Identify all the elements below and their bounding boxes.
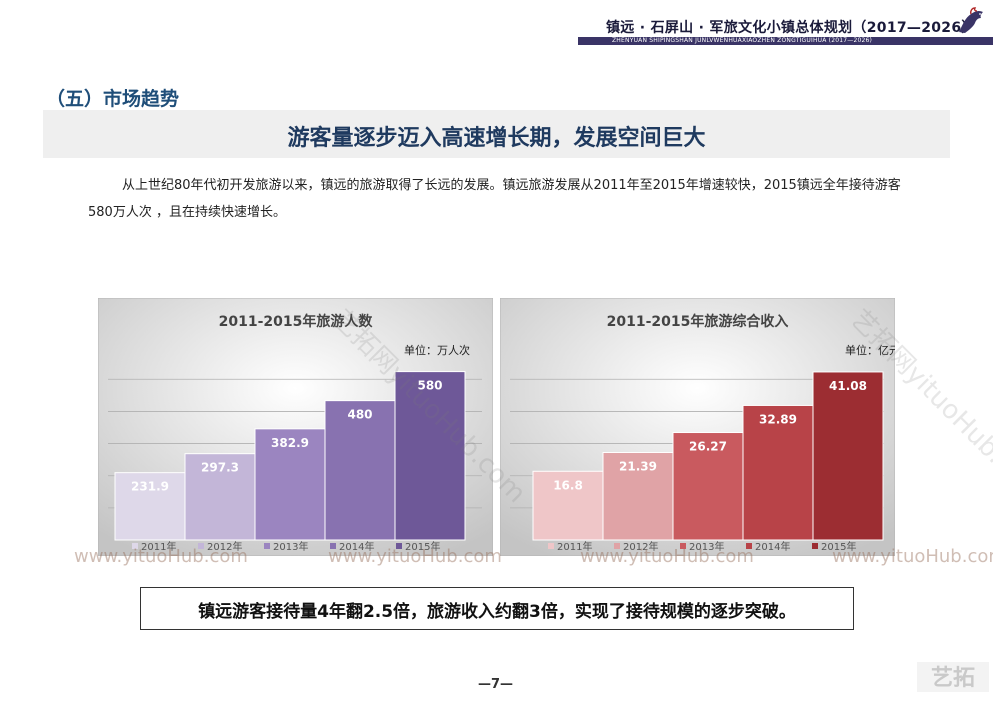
chart-unit-label: 单位：万人次 bbox=[404, 343, 470, 357]
horse-logo-icon bbox=[959, 7, 983, 33]
chart-bar bbox=[324, 400, 396, 541]
chart-data-label: 26.27 bbox=[689, 440, 727, 454]
chart-bar bbox=[184, 453, 256, 541]
legend-label: 2015年 bbox=[821, 540, 856, 553]
section-title: （五）市场趋势 bbox=[46, 88, 180, 110]
chart-bar bbox=[742, 404, 814, 541]
url-watermark: www.yituoHub.com bbox=[328, 546, 502, 567]
legend-swatch bbox=[330, 543, 336, 549]
legend-swatch bbox=[746, 543, 752, 549]
url-watermark: www.yituoHub.com bbox=[74, 546, 248, 567]
legend-swatch bbox=[548, 543, 554, 549]
legend-label: 2012年 bbox=[207, 540, 242, 553]
legend-label: 2011年 bbox=[557, 540, 592, 553]
headline-banner: 游客量逐步迈入高速增长期，发展空间巨大 bbox=[43, 110, 950, 158]
legend-swatch bbox=[198, 543, 204, 549]
document-header-subtitle: ZHENYUAN SHIPINGSHAN JUNLVWENHUAXIAOZHEN… bbox=[612, 37, 873, 44]
chart-title: 2011-2015年旅游人数 bbox=[219, 313, 374, 330]
legend-swatch bbox=[264, 543, 270, 549]
legend-label: 2012年 bbox=[623, 540, 658, 553]
chart-data-label: 21.39 bbox=[619, 459, 657, 473]
url-watermark: www.yituoHub.com bbox=[580, 546, 754, 567]
chart-bar bbox=[672, 432, 744, 541]
legend-swatch bbox=[812, 543, 818, 549]
legend-label: 2014年 bbox=[339, 540, 374, 553]
legend-swatch bbox=[396, 543, 402, 549]
page-number: —7— bbox=[478, 677, 514, 692]
chart-data-label: 231.9 bbox=[131, 480, 169, 494]
chart-bar bbox=[602, 451, 674, 541]
chart-data-label: 480 bbox=[347, 408, 372, 422]
headline-text: 游客量逐步迈入高速增长期，发展空间巨大 bbox=[287, 126, 706, 151]
header-bar bbox=[578, 37, 993, 45]
legend-label: 2014年 bbox=[755, 540, 790, 553]
chart-title: 2011-2015年旅游综合收入 bbox=[607, 313, 789, 330]
chart-bar bbox=[254, 428, 326, 541]
legend-swatch bbox=[614, 543, 620, 549]
legend-swatch bbox=[132, 543, 138, 549]
chart-data-label: 580 bbox=[417, 379, 442, 393]
corner-logo-icon: 艺拓 bbox=[917, 662, 989, 692]
legend-swatch bbox=[680, 543, 686, 549]
chart-unit-label: 单位：亿元 bbox=[845, 343, 895, 357]
revenue-chart: 2011-2015年旅游综合收入单位：亿元 16.8 21.39 26.27 32.89… bbox=[500, 298, 895, 556]
chart-data-label: 32.89 bbox=[759, 412, 797, 426]
chart-bar bbox=[394, 371, 466, 541]
chart-data-label: 16.8 bbox=[553, 478, 583, 492]
legend-label: 2013年 bbox=[689, 540, 724, 553]
chart-data-label: 382.9 bbox=[271, 436, 309, 450]
intro-paragraph: 从上世纪80年代初开发旅游以来，镇远的旅游取得了长远的发展。镇远旅游发展从201… bbox=[88, 178, 901, 220]
chart-bar bbox=[812, 371, 884, 541]
chart-data-label: 41.08 bbox=[829, 379, 867, 393]
url-watermark: www.yituoHub.com bbox=[832, 546, 993, 567]
document-header-title: 镇远 · 石屏山 · 军旅文化小镇总体规划（2017—2026） bbox=[606, 20, 976, 36]
legend-label: 2015年 bbox=[405, 540, 440, 553]
visitors-chart: 2011-2015年旅游人数单位：万人次 231.9 297.3 382.9 480 58… bbox=[98, 298, 493, 556]
chart-data-label: 297.3 bbox=[201, 461, 239, 475]
summary-box: 镇远游客接待量4年翻2.5倍，旅游收入约翻3倍，实现了接待规模的逐步突破。 bbox=[140, 587, 854, 630]
summary-text: 镇远游客接待量4年翻2.5倍，旅游收入约翻3倍，实现了接待规模的逐步突破。 bbox=[198, 602, 796, 622]
legend-label: 2013年 bbox=[273, 540, 308, 553]
chart-bar bbox=[114, 472, 186, 541]
corner-logo-text: 艺拓 bbox=[931, 665, 975, 691]
legend-label: 2011年 bbox=[141, 540, 176, 553]
